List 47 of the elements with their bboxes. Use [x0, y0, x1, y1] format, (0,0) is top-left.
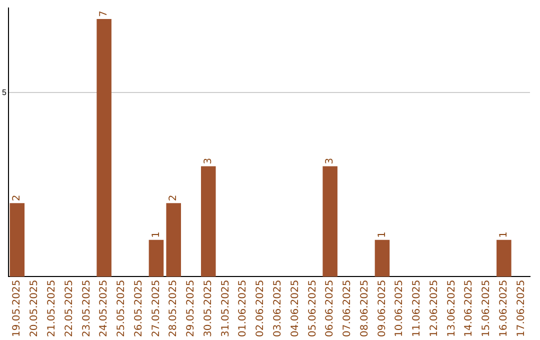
x-tick-label: 30.05.2025 [202, 280, 214, 338]
data-label: 1 [376, 232, 388, 238]
x-tick-label: 29.05.2025 [186, 280, 197, 338]
x-tick-label: 13.06.2025 [446, 280, 458, 338]
x-tick-label: 07.06.2025 [342, 280, 354, 338]
x-tick-label: 10.06.2025 [394, 280, 406, 338]
x-tick-label: 14.06.2025 [464, 280, 475, 338]
x-tick-label: 22.05.2025 [64, 280, 75, 338]
x-tick-label: 09.06.2025 [376, 280, 388, 338]
data-label: 3 [324, 158, 336, 164]
x-tick-label: 02.06.2025 [255, 280, 266, 338]
x-tick-label: 03.06.2025 [272, 280, 284, 338]
x-tick-label: 19.05.2025 [12, 280, 23, 338]
x-tick-label: 23.05.2025 [81, 280, 92, 338]
x-tick-label: 26.05.2025 [133, 280, 144, 338]
x-tick-label: 21.05.2025 [46, 280, 58, 338]
bar [148, 240, 164, 277]
x-tick-label: 28.05.2025 [168, 280, 180, 338]
x-tick-label: 31.05.2025 [220, 280, 232, 338]
x-tick-label: 06.06.2025 [324, 280, 336, 338]
x-tick-label: 15.06.2025 [481, 280, 492, 338]
x-tick-label: 12.06.2025 [428, 280, 440, 338]
bar [200, 166, 216, 277]
x-tick-label: 25.05.2025 [116, 280, 128, 338]
x-tick-label: 16.06.2025 [498, 280, 510, 338]
data-label: 1 [498, 232, 510, 238]
data-label: 3 [202, 158, 214, 164]
data-label: 2 [168, 194, 180, 202]
bar [166, 203, 181, 277]
bar [322, 166, 338, 277]
bar [96, 19, 112, 277]
x-tick-label: 20.05.2025 [29, 280, 40, 338]
data-label: 2 [12, 194, 23, 202]
x-tick-label: 17.06.2025 [516, 280, 527, 338]
x-tick-label: 24.05.2025 [98, 280, 110, 338]
data-label: 1 [150, 232, 162, 238]
x-tick-label: 11.06.2025 [412, 280, 423, 338]
x-tick-label: 05.06.2025 [307, 280, 318, 338]
x-tick-label: 04.06.2025 [290, 280, 301, 338]
bar [10, 203, 25, 277]
x-tick-label: 08.06.2025 [359, 280, 370, 338]
y-tick-label: 5 [2, 88, 7, 97]
data-label: 7 [98, 10, 110, 18]
bar [496, 240, 512, 277]
x-tick-label: 27.05.2025 [150, 280, 162, 338]
bar [374, 240, 390, 277]
x-tick-label: 01.06.2025 [238, 280, 249, 338]
